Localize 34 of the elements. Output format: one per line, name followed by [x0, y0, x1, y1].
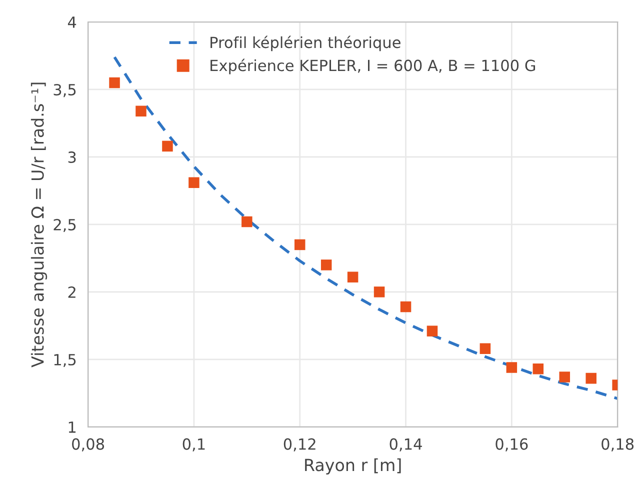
y-tick-label: 1,5: [54, 354, 76, 367]
point: [294, 239, 306, 250]
y-tick-label: 3: [68, 151, 76, 163]
x-tick-label: 0,12: [284, 438, 316, 452]
y-tick-label: 2,5: [54, 218, 76, 232]
point: [188, 177, 200, 188]
y-tick-label: 3,5: [54, 84, 76, 98]
legend-label: Expérience KEPLER, I = 600 A, B = 1100 G: [210, 58, 536, 74]
line-series: [113, 56, 618, 400]
legend-label: Profil képlérien théorique: [210, 36, 400, 52]
y-tick-label: 1: [68, 422, 76, 433]
point: [532, 363, 544, 374]
point: [320, 260, 332, 270]
point: [347, 272, 358, 282]
point: [136, 106, 146, 116]
point: [400, 301, 412, 312]
y-axis-title: Vitesse angulaire Ω = U/r [rad.s⁻¹]: [30, 82, 48, 368]
y-tick-label: 4: [68, 16, 76, 28]
x-tick-label: 0,1: [182, 438, 205, 452]
point: [586, 372, 596, 384]
x-tick-label: 0,08: [72, 438, 104, 452]
x-tick-label: 0,14: [390, 438, 422, 452]
point: [109, 77, 120, 88]
point: [162, 140, 173, 152]
point: [480, 343, 491, 354]
point: [374, 286, 385, 298]
x-tick-label: 0,18: [602, 438, 634, 452]
point: [426, 326, 438, 336]
y-tick-label: 2: [68, 286, 76, 298]
x-axis-title: Rayon r [m]: [305, 458, 401, 474]
point: [559, 372, 570, 382]
point: [242, 216, 252, 228]
point: [506, 362, 518, 373]
x-tick-label: 0,16: [496, 438, 528, 452]
